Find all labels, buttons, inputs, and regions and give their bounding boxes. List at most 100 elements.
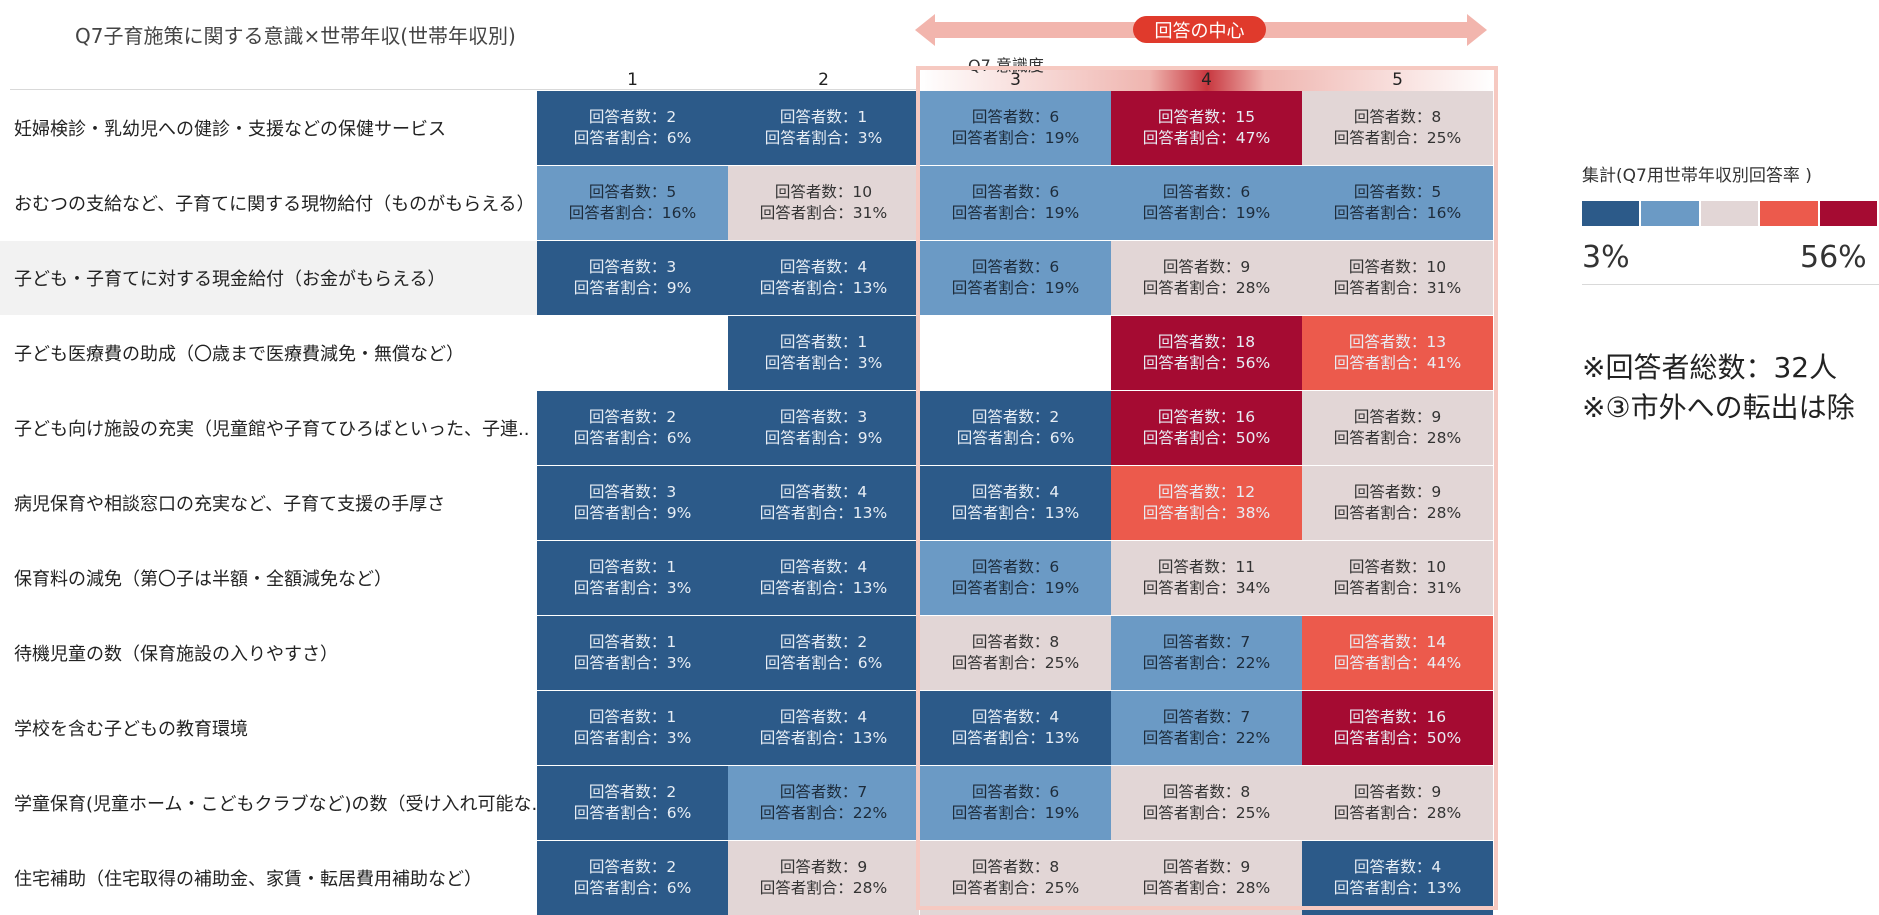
heatmap-cell: 回答者数：9 回答者割合：28% xyxy=(1111,241,1302,315)
cell-rate: 回答者割合：13% xyxy=(759,729,888,747)
cell-count: 回答者数：16 xyxy=(1157,408,1256,427)
cell-count: 回答者数：8 xyxy=(1353,108,1442,127)
cell-count: 回答者数：6 xyxy=(971,783,1060,802)
cell-rate: 回答者割合：28% xyxy=(1333,804,1462,822)
cell-rate: 回答者割合：3% xyxy=(764,129,883,147)
column-label-3: 3 xyxy=(1010,70,1021,90)
heatmap-cell: 回答者数：4 回答者割合：13% xyxy=(728,691,919,765)
heatmap-cell: 回答者数：15 回答者割合：47% xyxy=(1111,91,1302,165)
cell-count: 回答者数：6 xyxy=(971,258,1060,277)
heatmap-cell: 回答者数：2 回答者割合：6% xyxy=(728,616,919,690)
cell-rate: 回答者割合：19% xyxy=(1142,204,1271,222)
legend-color-bar xyxy=(1582,201,1879,226)
cell-count: 回答者数：14 xyxy=(1348,633,1447,652)
heatmap-cell: 回答者数：6 回答者割合：19% xyxy=(920,166,1111,240)
cell-count: 回答者数：1 xyxy=(588,633,677,652)
row-label: おむつの支給など、子育てに関する現物給付（ものがもらえる） xyxy=(14,194,535,215)
row-label: 妊婦検診・乳幼児への健診・支援などの保健サービス xyxy=(14,119,446,140)
cell-rate: 回答者割合：6% xyxy=(956,429,1075,447)
cell-rate: 回答者割合：19% xyxy=(951,129,1080,147)
cell-rate: 回答者割合：41% xyxy=(1333,354,1462,372)
cell-rate: 回答者割合：28% xyxy=(1142,279,1271,297)
row-label: 待機児童の数（保育施設の入りやすさ） xyxy=(14,644,338,665)
cell-rate: 回答者割合：44% xyxy=(1333,654,1462,672)
cell-rate: 回答者割合：13% xyxy=(951,729,1080,747)
cell-rate: 回答者割合：22% xyxy=(759,804,888,822)
cell-count: 回答者数：6 xyxy=(971,108,1060,127)
cell-count: 回答者数：10 xyxy=(774,183,873,202)
cell-count: 回答者数：3 xyxy=(588,483,677,502)
row-label: 住宅補助（住宅取得の補助金、家賃・転居費用補助など） xyxy=(14,869,482,890)
cell-rate: 回答者割合：22% xyxy=(1142,729,1271,747)
legend-swatch xyxy=(1819,201,1878,226)
cell-rate: 回答者割合：19% xyxy=(951,279,1080,297)
heatmap-cell: 回答者数：2 回答者割合：6% xyxy=(537,391,728,465)
cell-count: 回答者数：8 xyxy=(1162,783,1251,802)
column-label-2: 2 xyxy=(818,70,829,90)
cell-count: 回答者数：13 xyxy=(1348,333,1447,352)
cell-count: 回答者数：8 xyxy=(971,633,1060,652)
cell-rate: 回答者割合：31% xyxy=(759,204,888,222)
cell-count: 回答者数：9 xyxy=(1162,858,1251,877)
cell-count: 回答者数：1 xyxy=(588,708,677,727)
cell-rate: 回答者割合：28% xyxy=(759,879,888,897)
cell-count: 回答者数：2 xyxy=(779,633,868,652)
heatmap-cell: 回答者数：6 回答者割合：19% xyxy=(920,766,1111,840)
cell-count: 回答者数：9 xyxy=(1353,483,1442,502)
heatmap-cell: 回答者数：2 回答者割合：6% xyxy=(537,766,728,840)
cell-rate: 回答者割合：22% xyxy=(1142,654,1271,672)
heatmap-cell: 回答者数：7 回答者割合：22% xyxy=(1111,691,1302,765)
axis-title: Q7 意識度 xyxy=(968,56,1044,75)
cell-rate: 回答者割合：6% xyxy=(573,429,692,447)
heatmap-cell: 回答者数：6 回答者割合：19% xyxy=(920,91,1111,165)
cell-rate: 回答者割合：13% xyxy=(759,579,888,597)
heatmap-cell: 回答者数：16 回答者割合：50% xyxy=(1302,691,1493,765)
cell-count: 回答者数：4 xyxy=(779,558,868,577)
cell-rate: 回答者割合：28% xyxy=(1333,504,1462,522)
cell-rate: 回答者割合：25% xyxy=(951,654,1080,672)
cell-rate: 回答者割合：31% xyxy=(1333,579,1462,597)
cell-rate: 回答者割合：25% xyxy=(1333,129,1462,147)
legend-swatch xyxy=(1760,201,1818,226)
heatmap-cell: 回答者数：9 回答者割合：28% xyxy=(1302,391,1493,465)
cell-rate: 回答者割合：38% xyxy=(1142,504,1271,522)
cell-rate: 回答者割合：28% xyxy=(1333,429,1462,447)
heatmap-cell: 回答者数：1 回答者割合：3% xyxy=(537,616,728,690)
heatmap-cell: 回答者数：2 回答者割合：6% xyxy=(537,91,728,165)
cell-count: 回答者数：7 xyxy=(1162,633,1251,652)
cell-rate: 回答者割合：9% xyxy=(573,279,692,297)
cell-count: 回答者数：6 xyxy=(971,558,1060,577)
cell-count: 回答者数：9 xyxy=(1353,408,1442,427)
heatmap-cell: 回答者数：1 回答者割合：3% xyxy=(728,316,919,390)
heatmap-cell: 回答者数：9 回答者割合：28% xyxy=(1302,466,1493,540)
cell-count: 回答者数：3 xyxy=(588,258,677,277)
cell-count: 回答者数：6 xyxy=(1162,183,1251,202)
cell-rate: 回答者割合：50% xyxy=(1142,429,1271,447)
cell-count: 回答者数：2 xyxy=(588,108,677,127)
heatmap-cell: 回答者数：2 回答者割合：6% xyxy=(537,841,728,915)
heatmap-cell: 回答者数：4 回答者割合：13% xyxy=(920,466,1111,540)
cell-rate: 回答者割合：6% xyxy=(573,879,692,897)
cell-rate: 回答者割合：9% xyxy=(764,429,883,447)
cell-count: 回答者数：4 xyxy=(779,483,868,502)
cell-count: 回答者数：7 xyxy=(1162,708,1251,727)
cell-rate: 回答者割合：6% xyxy=(573,129,692,147)
heatmap-cell: 回答者数：2 回答者割合：6% xyxy=(920,391,1111,465)
cell-rate: 回答者割合：25% xyxy=(951,879,1080,897)
cell-count: 回答者数：2 xyxy=(971,408,1060,427)
heatmap-cell: 回答者数：8 回答者割合：25% xyxy=(920,841,1111,915)
row-label: 学校を含む子どもの教育環境 xyxy=(14,719,248,740)
cell-count: 回答者数：1 xyxy=(779,108,868,127)
cell-rate: 回答者割合：31% xyxy=(1333,279,1462,297)
heatmap-cell: 回答者数：1 回答者割合：3% xyxy=(728,91,919,165)
cell-rate: 回答者割合：28% xyxy=(1142,879,1271,897)
note-total-respondents: ※回答者総数：32人 xyxy=(1582,351,1838,384)
cell-count: 回答者数：12 xyxy=(1157,483,1256,502)
cell-rate: 回答者割合：13% xyxy=(759,504,888,522)
cell-rate: 回答者割合：16% xyxy=(568,204,697,222)
cell-count: 回答者数：4 xyxy=(971,483,1060,502)
cell-count: 回答者数：4 xyxy=(779,708,868,727)
heatmap-cell: 回答者数：5 回答者割合：16% xyxy=(1302,166,1493,240)
cell-count: 回答者数：5 xyxy=(1353,183,1442,202)
heatmap-cell: 回答者数：3 回答者割合：9% xyxy=(728,391,919,465)
